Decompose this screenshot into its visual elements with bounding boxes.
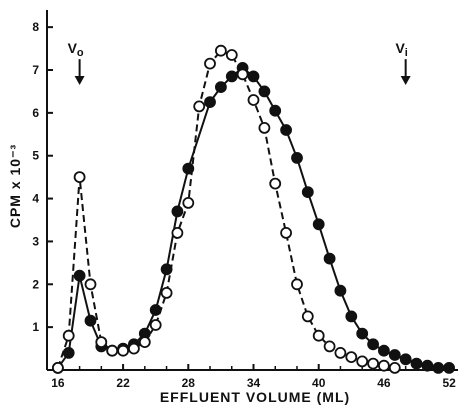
x-tick-label: 34 xyxy=(247,376,261,390)
open-point xyxy=(62,329,75,342)
open-point xyxy=(149,319,162,331)
arrow-down-icon xyxy=(74,76,85,85)
series-2 xyxy=(52,44,401,374)
y-tick-label: 8 xyxy=(32,20,39,34)
open-point xyxy=(334,346,347,359)
filled-point xyxy=(367,338,380,351)
series-2-line xyxy=(56,49,395,369)
y-tick-label: 5 xyxy=(32,149,39,163)
x-tick-label: 16 xyxy=(51,376,65,390)
filled-point xyxy=(432,361,445,374)
open-point xyxy=(280,226,293,239)
y-tick-label: 2 xyxy=(32,277,39,291)
filled-point xyxy=(269,104,282,117)
open-point xyxy=(356,355,369,368)
annotation-subscript: i xyxy=(405,47,408,59)
annotation-label: Vi xyxy=(395,40,407,59)
open-point xyxy=(52,361,64,374)
x-tick-label: 28 xyxy=(182,376,196,390)
filled-point xyxy=(301,186,314,199)
x-tick-label: 52 xyxy=(442,376,456,390)
open-point xyxy=(236,68,249,81)
open-point xyxy=(193,100,206,113)
filled-point xyxy=(312,218,325,231)
filled-point xyxy=(334,284,347,297)
filled-point xyxy=(421,359,434,372)
filled-point xyxy=(73,269,86,282)
filled-point xyxy=(258,85,271,98)
open-point xyxy=(269,177,282,190)
x-axis-label: EFFLUENT VOLUME (ML) xyxy=(160,389,350,405)
filled-point xyxy=(388,349,401,361)
filled-point xyxy=(399,353,412,366)
y-tick-label: 4 xyxy=(32,192,39,206)
open-point xyxy=(84,278,97,291)
annotation-vi: Vi xyxy=(395,40,411,85)
y-tick-label: 6 xyxy=(32,106,39,120)
open-point xyxy=(258,122,271,134)
series-layer xyxy=(52,44,456,374)
filled-point xyxy=(280,124,293,136)
filled-point xyxy=(356,327,369,340)
filled-point xyxy=(410,357,423,370)
open-point xyxy=(247,94,260,106)
open-point xyxy=(182,196,195,209)
annotation-vo: Vo xyxy=(68,40,85,85)
open-point xyxy=(117,344,129,357)
open-point xyxy=(367,357,380,370)
open-point xyxy=(345,351,358,364)
open-point xyxy=(138,336,151,349)
filled-point xyxy=(204,96,216,108)
filled-point xyxy=(171,205,184,218)
arrow-down-icon xyxy=(400,76,411,85)
annotation-layer: Vo Vi xyxy=(68,40,411,85)
open-point xyxy=(312,329,325,342)
x-tick-label: 46 xyxy=(377,376,391,390)
annotation-label: Vo xyxy=(68,40,84,59)
open-point xyxy=(106,344,119,357)
open-point xyxy=(204,57,216,70)
series-1 xyxy=(52,62,456,374)
filled-point xyxy=(291,151,303,164)
x-tick-label: 22 xyxy=(116,376,130,390)
y-tick-label: 3 xyxy=(32,234,39,248)
y-tick-label: 1 xyxy=(32,320,39,334)
series-1-line xyxy=(57,66,450,369)
open-point xyxy=(225,49,238,61)
filled-point xyxy=(214,81,227,93)
x-tick-label: 40 xyxy=(312,376,326,390)
open-point xyxy=(291,278,303,291)
annotation-subscript: o xyxy=(77,47,84,59)
open-point xyxy=(171,226,184,239)
filled-point xyxy=(62,346,75,359)
filled-point xyxy=(225,70,238,83)
filled-point xyxy=(377,344,390,357)
open-point xyxy=(323,340,336,353)
open-point xyxy=(95,336,108,349)
y-tick-label: 7 xyxy=(32,63,39,77)
open-point xyxy=(377,359,390,372)
open-point xyxy=(127,342,140,355)
filled-point xyxy=(345,310,358,323)
open-point xyxy=(301,310,314,323)
filled-point xyxy=(84,314,97,327)
y-axis-label: CPM x 10⁻³ xyxy=(7,144,23,228)
filled-point xyxy=(323,252,336,265)
filled-point xyxy=(182,162,195,175)
open-point xyxy=(160,286,173,299)
open-point xyxy=(73,171,86,184)
filled-point xyxy=(443,361,456,374)
open-point xyxy=(388,361,401,374)
filled-point xyxy=(247,70,260,83)
open-point xyxy=(214,44,227,57)
